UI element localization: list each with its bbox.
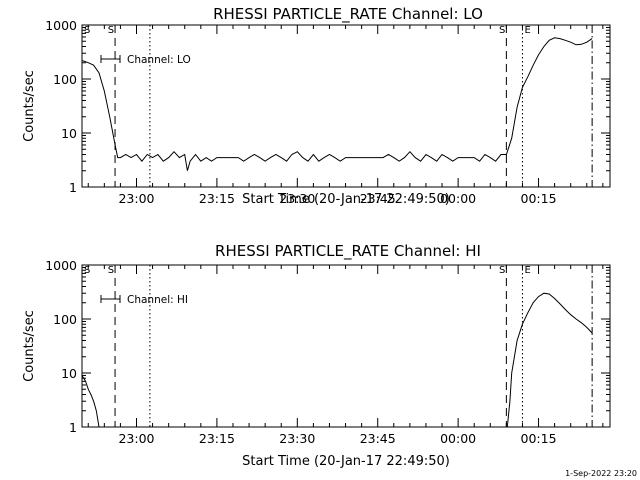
event-line-label: S [499, 265, 505, 276]
y-tick-label: 1000 [45, 18, 77, 33]
series-line [81, 37, 593, 171]
y-tick-label: 10 [61, 366, 77, 381]
chart-panel-1: RHESSI PARTICLE_RATE Channel: HI 1 10 100 10… [22, 242, 611, 469]
x-tick-label: 23:30 [279, 431, 315, 446]
y-tick-label: 100 [53, 72, 77, 87]
legend-label: Channel: LO [127, 54, 191, 66]
x-tick-label: 00:15 [521, 191, 557, 206]
y-tick-label: 1 [69, 420, 77, 435]
x-axis-label: Start Time (20-Jan-17 22:49:50) [242, 192, 450, 207]
chart-title: RHESSI PARTICLE_RATE Channel: LO [213, 5, 483, 24]
x-tick-label: 23:45 [360, 191, 396, 206]
x-tick-label: 23:45 [360, 431, 396, 446]
x-axis-label: Start Time (20-Jan-17 22:49:50) [242, 454, 450, 469]
x-tick-label: 00:15 [521, 431, 557, 446]
plot-frame [81, 24, 611, 188]
x-tick-label: 23:00 [118, 191, 154, 206]
y-axis-label: Counts/sec [22, 310, 37, 382]
event-line-label: E [524, 265, 530, 276]
event-line-label: S [499, 25, 505, 36]
y-tick-label: 1 [69, 180, 77, 195]
legend-label: Channel: HI [127, 294, 188, 306]
y-tick-label: 100 [53, 312, 77, 327]
x-tick-label: 23:15 [199, 431, 235, 446]
chart-panel-0: RHESSI PARTICLE_RATE Channel: LO 1 10 100 10… [22, 5, 611, 207]
x-tick-label: 23:30 [279, 191, 315, 206]
series-line [506, 292, 593, 428]
y-axis-label: Counts/sec [22, 70, 37, 142]
x-tick-label: 23:00 [118, 431, 154, 446]
y-tick-label: 1000 [45, 258, 77, 273]
event-line-label: S [108, 25, 114, 36]
plot-frame [81, 264, 611, 428]
corner-label: S [84, 25, 90, 36]
series-line [81, 375, 100, 428]
x-tick-label: 00:00 [440, 191, 476, 206]
corner-label: S [84, 265, 90, 276]
x-tick-label: 00:00 [440, 431, 476, 446]
y-tick-label: 10 [61, 126, 77, 141]
event-line-label: E [524, 25, 530, 36]
footer-timestamp: 1-Sep-2022 23:20 [565, 469, 637, 478]
event-line-label: S [108, 265, 114, 276]
chart-title: RHESSI PARTICLE_RATE Channel: HI [215, 242, 481, 261]
x-tick-label: 23:15 [199, 191, 235, 206]
